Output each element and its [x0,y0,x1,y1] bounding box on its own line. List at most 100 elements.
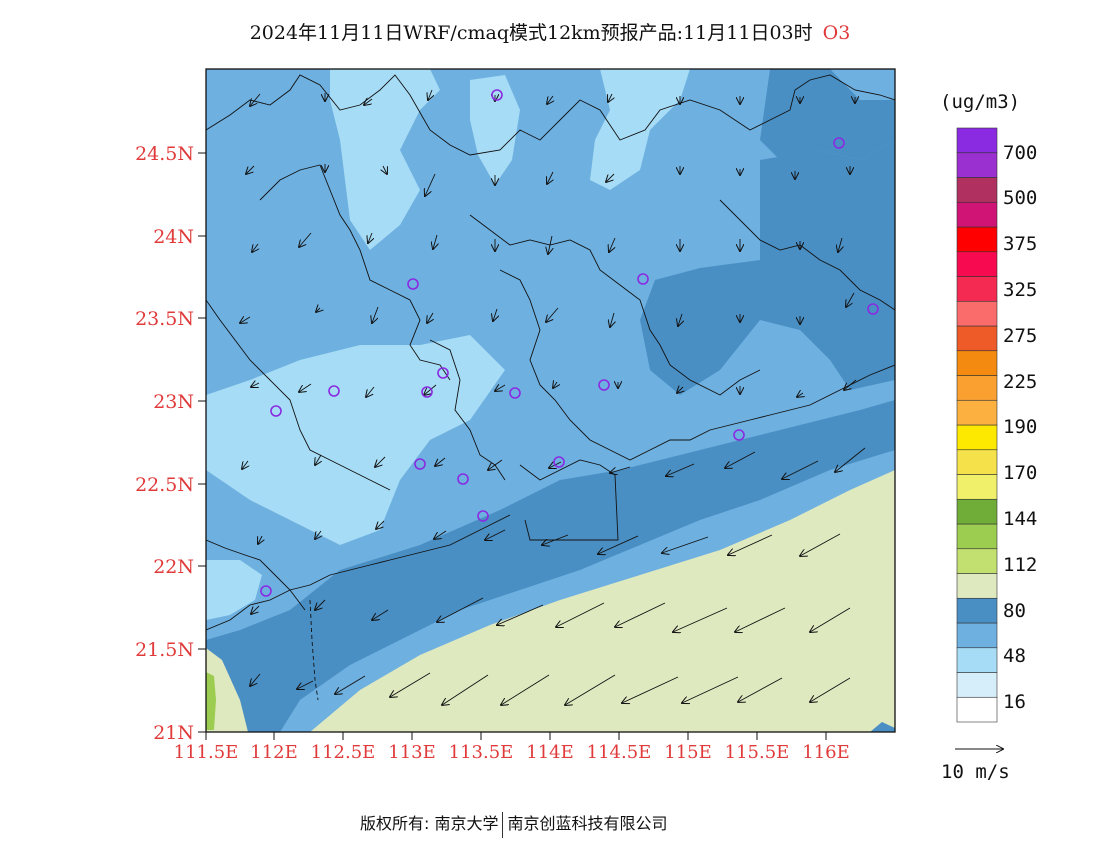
wind-vector [437,597,484,622]
station-markers [260,89,879,597]
wind-vector [677,387,683,393]
wind-vector [375,456,386,467]
wind-vector [242,460,248,469]
lon-label: 111.5E [174,742,239,763]
wind-vector [497,604,544,625]
wind-vector-field [240,89,866,705]
wind-vector [546,307,559,322]
colorbar-swatch [956,127,998,154]
lat-label: 22.5N [135,474,194,496]
wind-vector [782,460,819,479]
colorbar-unit: (ug/m3) [940,91,1020,113]
wind-vector [488,459,503,470]
wind-vector [376,520,385,529]
wind-vector [615,602,666,627]
field-dark-corner [870,722,895,732]
wind-vector [252,243,258,252]
copyright-footer: 版权所有: 南京大学 南京创蓝科技有限公司 [360,810,668,838]
wind-vector [434,530,447,539]
map-title: 2024年11月11日WRF/cmaq模式12km预报产品:11月11日03时 O… [0,18,1100,45]
wind-vector [797,393,803,397]
station-marker [260,585,272,597]
wind-vector [364,99,373,105]
wind-vector [383,165,387,174]
lon-label: 113.5E [449,742,514,763]
colorbar-swatch [956,325,998,352]
wind-vector [838,237,842,252]
wind-vector [547,95,553,104]
copyright-left: 版权所有: 南京大学 [360,814,499,833]
wind-vector [250,93,261,106]
colorbar-label: 225 [1003,371,1037,393]
field-dark-northeast [760,69,895,160]
wind-vector [335,675,366,694]
lat-label: 21.5N [135,639,194,661]
colorbar-swatch [956,399,998,426]
colorbar-swatch [956,300,998,327]
colorbar-swatch [956,597,998,624]
wind-vector [610,466,631,473]
wind-vector [666,463,695,476]
boundary-north [206,74,895,156]
wind-vector [553,382,557,388]
boundary-shenzhen-east [499,269,611,451]
wind-vector [725,451,756,468]
field-light-north-2 [470,75,520,185]
wind-vector [368,232,372,243]
station-marker [421,386,433,398]
wind-vector [427,312,433,323]
wind-vector [246,165,255,174]
wind-vector [662,536,709,553]
wind-vector [372,306,379,323]
colorbar-label: 375 [1003,233,1037,255]
colorbar-swatch [956,548,998,574]
colorbar-label: 170 [1003,462,1037,484]
longitude-axis: 111.5E 112E 112.5E 113E 113.5E 114E 114.… [174,732,850,763]
wind-vector [251,383,260,387]
wind-vector [435,457,446,466]
field-80-112-sea [310,470,895,732]
station-marker [867,303,879,315]
lat-label: 22N [153,556,194,578]
wind-vector [315,599,326,610]
colorbar-swatch [956,350,998,376]
colorbar: (ug/m3) 700 500 375 325 275 225 190 170 … [940,91,1037,723]
colorbar-swatch [956,201,998,228]
colorbar-label: 325 [1003,279,1037,301]
wind-legend: 10 m/s [941,749,1010,783]
wind-vector [493,308,497,321]
wind-legend-label: 10 m/s [941,761,1010,783]
wind-vector [433,234,437,249]
wind-vector [316,308,320,312]
wind-vector [835,447,866,472]
wind-vector [800,533,841,556]
colorbar-label: 144 [1003,508,1037,530]
latitude-axis: 24.5N 24N 23.5N 23N 22.5N 22N 21.5N 21N [135,143,206,744]
wind-vector [810,607,851,632]
wind-vector [258,535,262,544]
lat-label: 24.5N [135,143,194,165]
wind-vector [425,173,436,196]
field-dark-east [640,140,895,395]
colorbar-swatch [956,696,998,723]
station-marker [414,458,426,470]
wind-vector [682,676,739,703]
boundary-hongkong-box [519,459,619,541]
colorbar-swatches [956,127,998,723]
lat-label: 24N [153,226,194,248]
lat-label: 23.5N [135,308,194,330]
field-light-north-1 [330,69,440,250]
colorbar-swatch [956,375,998,401]
colorbar-swatch [956,152,998,178]
wind-vector [728,534,773,555]
colorbar-swatch [956,449,998,475]
boundary-west [206,299,391,491]
wind-vector [501,674,550,705]
wind-vector [608,93,612,102]
colorbar-swatch [956,523,998,550]
wind-vector [428,89,432,100]
wind-vector [735,607,786,632]
station-marker [457,473,469,485]
colorbar-label: 48 [1003,645,1026,667]
